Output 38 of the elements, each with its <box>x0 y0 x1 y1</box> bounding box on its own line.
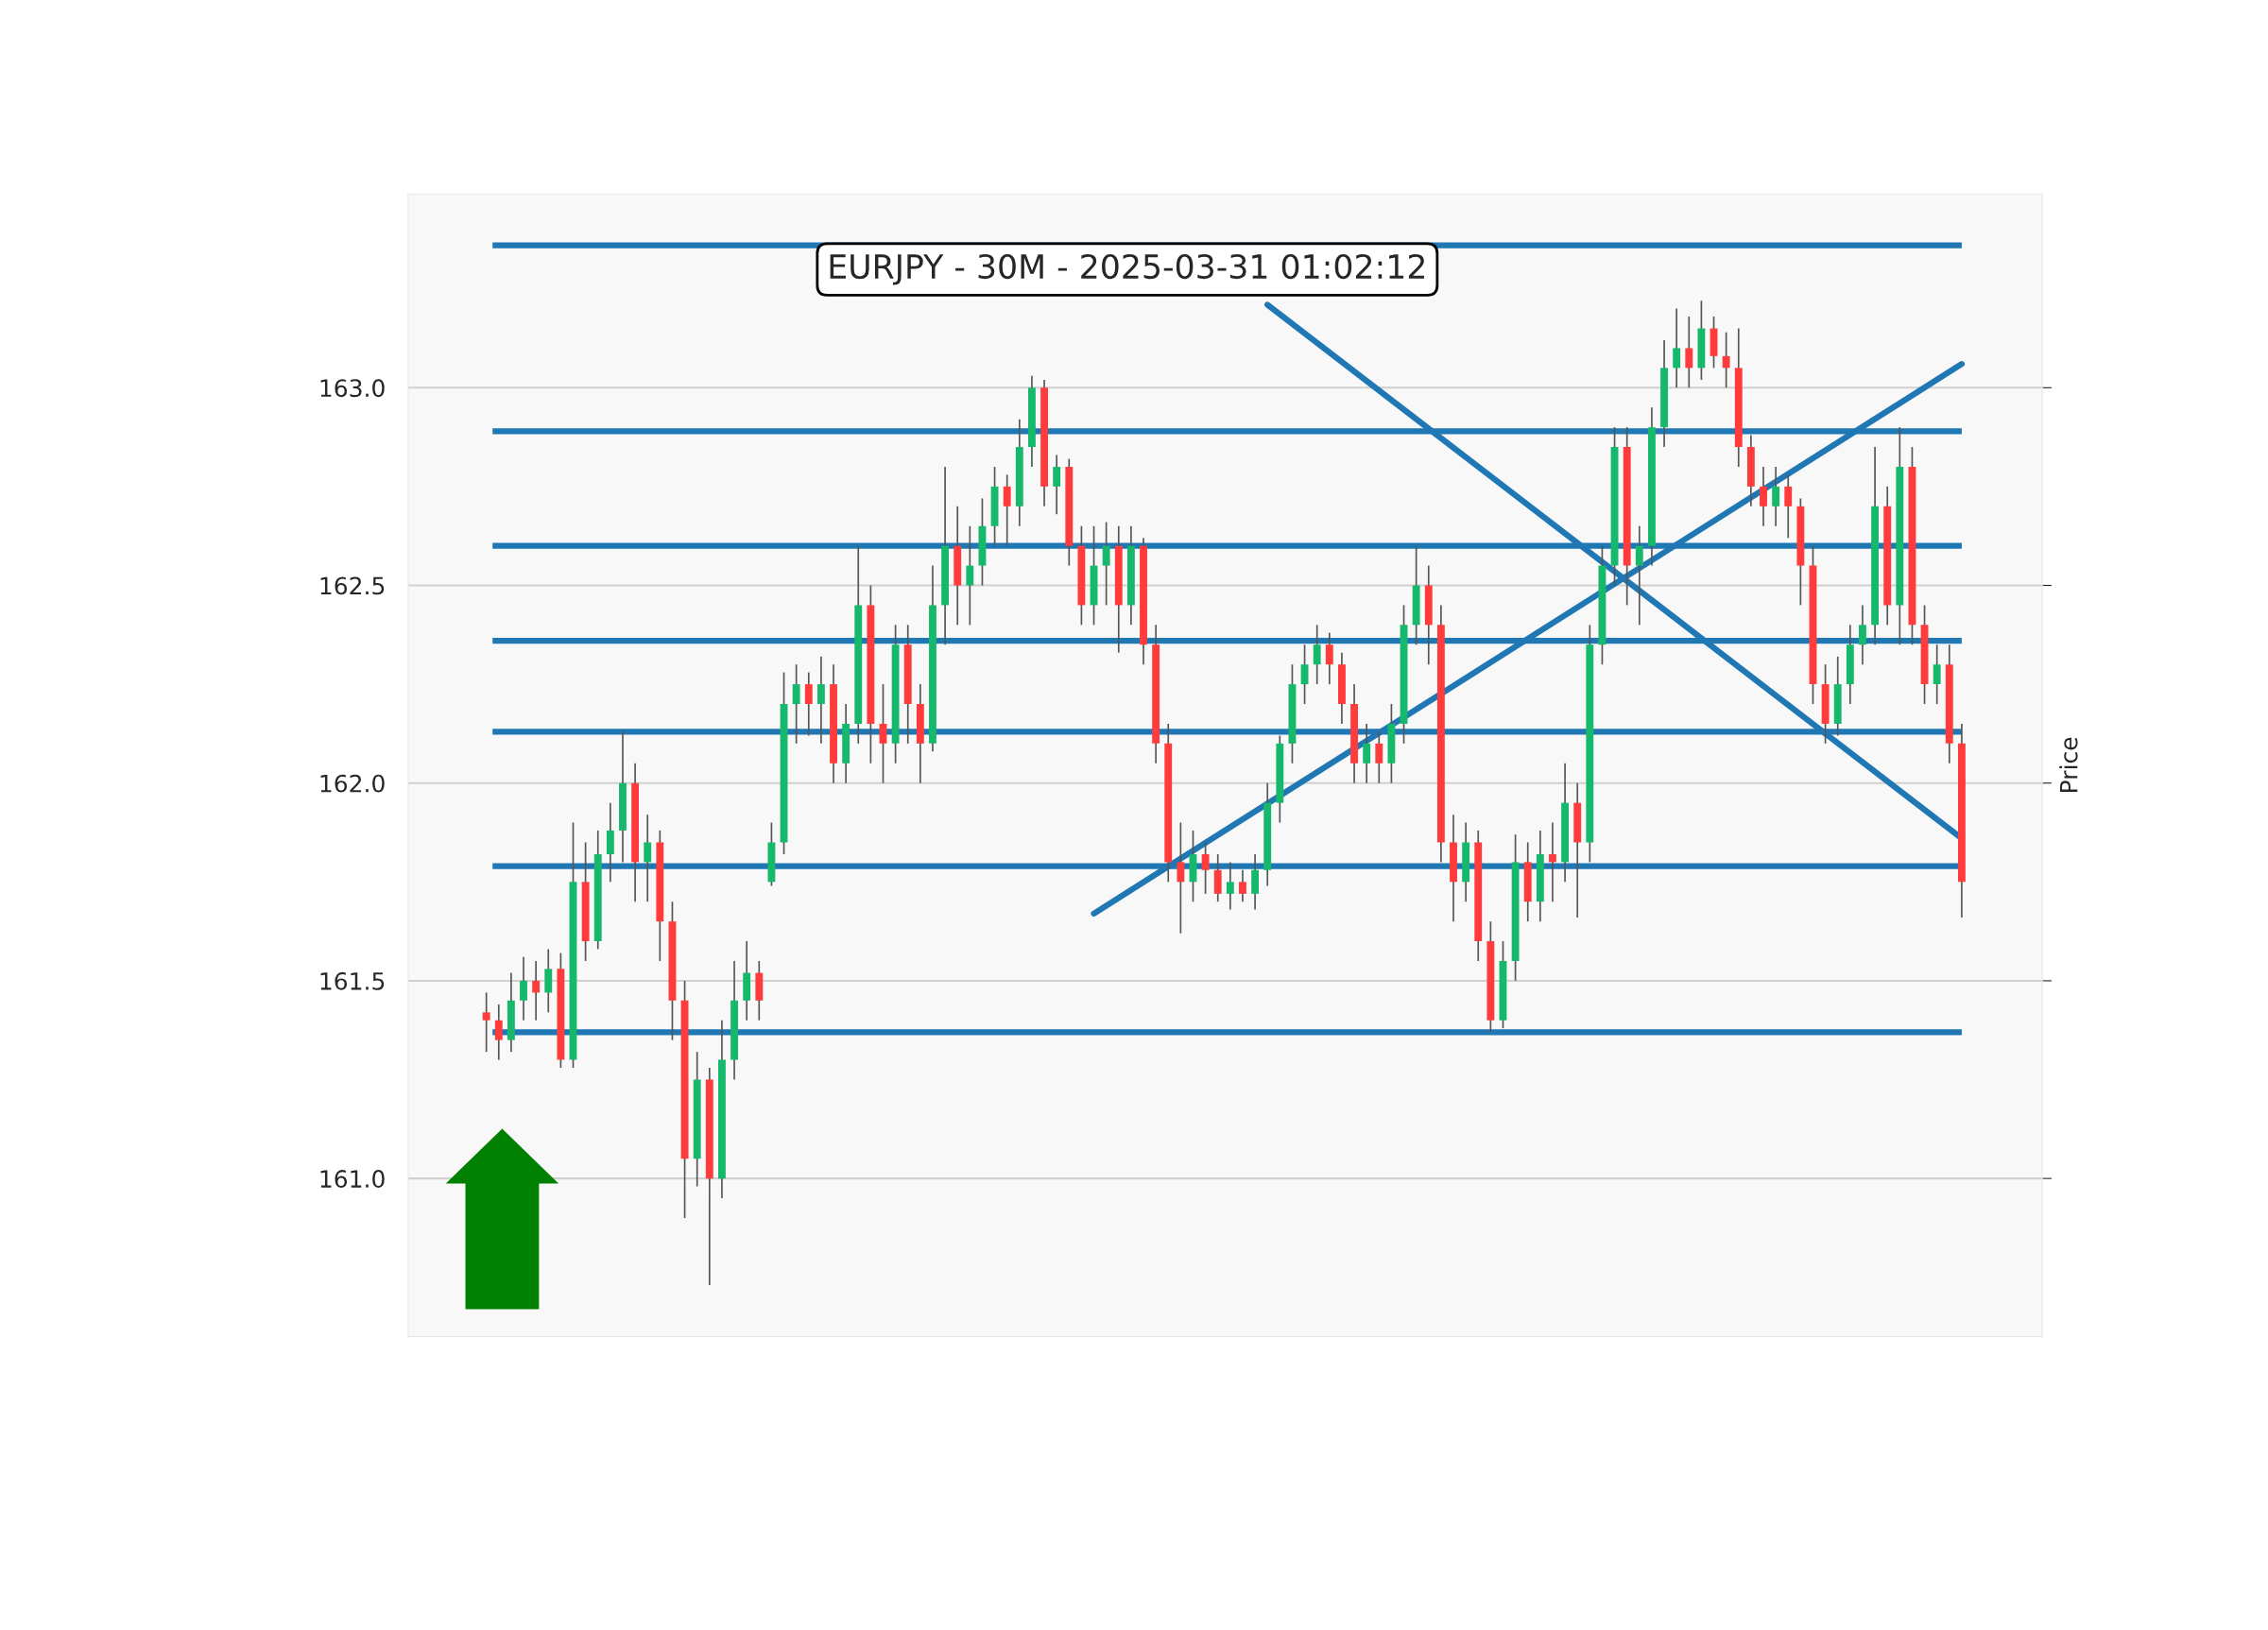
candlestick <box>482 991 490 1054</box>
candlestick <box>792 663 800 745</box>
candlestick <box>1673 307 1681 389</box>
candlestick <box>644 814 652 903</box>
candlestick <box>1313 624 1321 685</box>
candlestick <box>1003 473 1011 547</box>
y-tick-label: 161.5 <box>320 971 385 990</box>
y-tick-label: 162.5 <box>320 576 385 595</box>
candlestick <box>1363 723 1371 784</box>
candlestick <box>1325 631 1333 685</box>
text: EURJPY - 30M - 2025-03-31 01:02:12 <box>830 253 1424 285</box>
candlestick <box>1722 331 1730 389</box>
y-tick-label: 163.0 <box>320 379 385 398</box>
candlestick <box>520 955 527 1021</box>
candlestick <box>1760 466 1767 527</box>
candlestick <box>1177 821 1185 935</box>
candlestick <box>1102 521 1110 607</box>
y-tick-label: 161.0 <box>320 1170 385 1188</box>
candlestick <box>1549 821 1556 903</box>
y-tick-label: 162.0 <box>320 774 385 793</box>
candlestick <box>1201 841 1210 895</box>
candlestick <box>804 671 813 737</box>
candlestick <box>1375 730 1383 784</box>
candlestick <box>1933 643 1941 705</box>
candlestick <box>1685 316 1693 389</box>
candlestick <box>1635 524 1643 626</box>
candlestick <box>1859 604 1866 666</box>
candlestick <box>966 524 974 626</box>
candlestick <box>1772 466 1780 527</box>
candlestick <box>816 655 825 745</box>
candlestick <box>494 1004 503 1061</box>
candlestick <box>1053 454 1061 516</box>
candlestick <box>1226 861 1234 911</box>
candlestick <box>532 960 541 1021</box>
candlestick <box>1300 643 1309 705</box>
y-axis-title: Price <box>2059 737 2078 792</box>
candlestick <box>1239 868 1246 903</box>
candlestick <box>1784 473 1793 540</box>
